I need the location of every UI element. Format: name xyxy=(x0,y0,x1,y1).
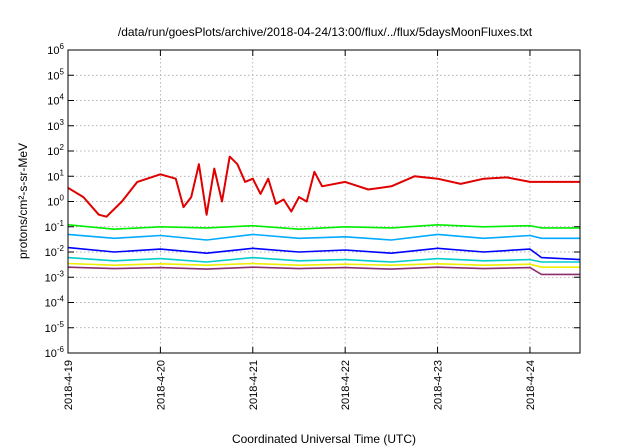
series-line-6 xyxy=(67,262,580,269)
y-tick-label: 10-5 xyxy=(45,320,65,335)
x-tick-labels: 2018-4-19 2018-4-20 2018-4-21 2018-4-22 2018… xyxy=(63,360,537,410)
y-tick-label: 10-4 xyxy=(45,295,65,310)
y-tick-labels: 10-6 10-5 10-4 10-3 10-2 10-1 100 101 102 103 104 1… xyxy=(45,42,65,360)
series-group xyxy=(67,155,581,276)
x-tick-label: 2018-4-19 xyxy=(63,360,75,410)
x-tick-label: 2018-4-24 xyxy=(525,360,537,410)
series-line-7 xyxy=(67,266,580,276)
x-tick-label: 2018-4-23 xyxy=(433,360,445,410)
series-line-1 xyxy=(67,155,580,218)
y-tick-label: 10-1 xyxy=(45,219,65,234)
x-tick-label: 2018-4-22 xyxy=(340,360,352,410)
y-tick-label: 105 xyxy=(47,67,64,82)
grid xyxy=(67,49,580,354)
series-line-4 xyxy=(67,246,581,261)
y-tick-label: 106 xyxy=(47,42,64,57)
y-tick-label: 100 xyxy=(47,194,64,209)
chart-title: /data/run/goesPlots/archive/2018-04-24/1… xyxy=(118,25,533,39)
series-line-2 xyxy=(67,224,580,230)
y-tick-label: 10-2 xyxy=(45,244,65,259)
y-tick-label: 101 xyxy=(47,168,64,183)
x-axis-label: Coordinated Universal Time (UTC) xyxy=(232,432,416,446)
y-tick-label: 10-3 xyxy=(45,269,65,284)
series-line-5 xyxy=(67,256,580,263)
plot-frame xyxy=(67,49,581,354)
series-line-3 xyxy=(67,233,580,241)
x-tick-label: 2018-4-21 xyxy=(248,360,260,410)
x-tick-label: 2018-4-20 xyxy=(155,360,167,410)
y-tick-label: 102 xyxy=(47,143,64,158)
y-axis-label: protons/cm²-s-sr-MeV xyxy=(16,143,30,259)
y-tick-label: 103 xyxy=(47,118,64,133)
y-tick-label: 104 xyxy=(47,93,64,108)
y-tick-label: 10-6 xyxy=(45,345,65,360)
